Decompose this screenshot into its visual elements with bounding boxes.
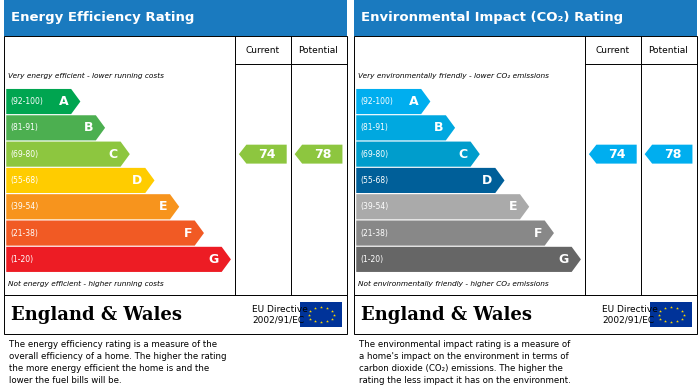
Bar: [354, 36, 696, 295]
Text: E: E: [159, 200, 167, 213]
Text: A: A: [409, 95, 419, 108]
Text: Not energy efficient - higher running costs: Not energy efficient - higher running co…: [8, 281, 163, 287]
Polygon shape: [6, 115, 105, 140]
Polygon shape: [356, 142, 480, 167]
Text: (1-20): (1-20): [360, 255, 384, 264]
Text: (81-91): (81-91): [360, 123, 388, 132]
Bar: [4, 0, 346, 36]
Text: (21-38): (21-38): [10, 229, 38, 238]
Text: 78: 78: [664, 148, 681, 161]
Polygon shape: [356, 221, 554, 246]
Text: (81-91): (81-91): [10, 123, 38, 132]
Text: F: F: [533, 226, 542, 240]
Text: Very energy efficient - lower running costs: Very energy efficient - lower running co…: [8, 73, 164, 79]
Text: (39-54): (39-54): [10, 202, 39, 211]
Bar: [354, 0, 696, 36]
Bar: [650, 302, 692, 327]
Text: The environmental impact rating is a measure of
a home's impact on the environme: The environmental impact rating is a mea…: [358, 341, 570, 385]
Text: (55-68): (55-68): [360, 176, 388, 185]
Text: C: C: [108, 148, 118, 161]
Polygon shape: [356, 115, 455, 140]
Text: Energy Efficiency Rating: Energy Efficiency Rating: [11, 11, 195, 25]
Text: D: D: [482, 174, 493, 187]
Text: (21-38): (21-38): [360, 229, 388, 238]
Text: Environmental Impact (CO₂) Rating: Environmental Impact (CO₂) Rating: [361, 11, 623, 25]
Polygon shape: [6, 142, 130, 167]
Polygon shape: [6, 247, 231, 272]
Text: 74: 74: [258, 148, 275, 161]
Text: EU Directive
2002/91/EC: EU Directive 2002/91/EC: [602, 305, 658, 325]
Text: 78: 78: [314, 148, 331, 161]
Polygon shape: [6, 221, 204, 246]
Polygon shape: [239, 145, 287, 163]
Bar: [4, 36, 346, 295]
Text: Potential: Potential: [649, 45, 689, 55]
Polygon shape: [356, 89, 430, 114]
Text: EU Directive
2002/91/EC: EU Directive 2002/91/EC: [252, 305, 308, 325]
Text: D: D: [132, 174, 143, 187]
Polygon shape: [356, 247, 581, 272]
Text: (69-80): (69-80): [10, 150, 38, 159]
Text: F: F: [183, 226, 192, 240]
Text: Current: Current: [596, 45, 630, 55]
Text: England & Wales: England & Wales: [361, 306, 532, 324]
Text: (55-68): (55-68): [10, 176, 38, 185]
Text: England & Wales: England & Wales: [11, 306, 182, 324]
Text: (39-54): (39-54): [360, 202, 389, 211]
Text: A: A: [59, 95, 69, 108]
Text: (69-80): (69-80): [360, 150, 388, 159]
Polygon shape: [356, 168, 505, 193]
Bar: [300, 302, 342, 327]
Text: Current: Current: [246, 45, 280, 55]
Text: E: E: [509, 200, 517, 213]
Polygon shape: [295, 145, 342, 163]
Polygon shape: [6, 194, 179, 219]
Text: (1-20): (1-20): [10, 255, 34, 264]
Polygon shape: [589, 145, 637, 163]
Text: (92-100): (92-100): [10, 97, 43, 106]
Polygon shape: [356, 194, 529, 219]
Text: 74: 74: [608, 148, 625, 161]
Bar: [354, 295, 696, 334]
Polygon shape: [645, 145, 692, 163]
Text: Not environmentally friendly - higher CO₂ emissions: Not environmentally friendly - higher CO…: [358, 281, 548, 287]
Bar: [4, 295, 346, 334]
Text: B: B: [433, 121, 443, 135]
Text: C: C: [458, 148, 468, 161]
Text: The energy efficiency rating is a measure of the
overall efficiency of a home. T: The energy efficiency rating is a measur…: [8, 341, 226, 385]
Polygon shape: [6, 89, 80, 114]
Text: (92-100): (92-100): [360, 97, 393, 106]
Polygon shape: [6, 168, 155, 193]
Text: Very environmentally friendly - lower CO₂ emissions: Very environmentally friendly - lower CO…: [358, 73, 549, 79]
Text: Potential: Potential: [299, 45, 339, 55]
Text: G: G: [209, 253, 219, 266]
Text: G: G: [559, 253, 569, 266]
Text: B: B: [83, 121, 93, 135]
